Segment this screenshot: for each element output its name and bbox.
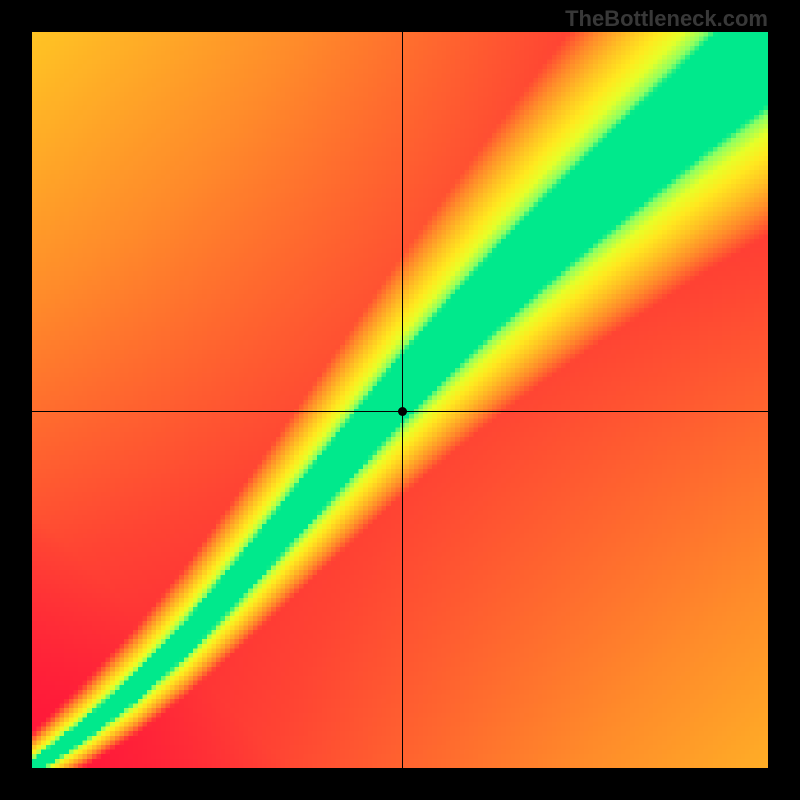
crosshair-vertical xyxy=(402,32,403,768)
watermark-text: TheBottleneck.com xyxy=(565,6,768,32)
bottleneck-heatmap xyxy=(32,32,768,768)
